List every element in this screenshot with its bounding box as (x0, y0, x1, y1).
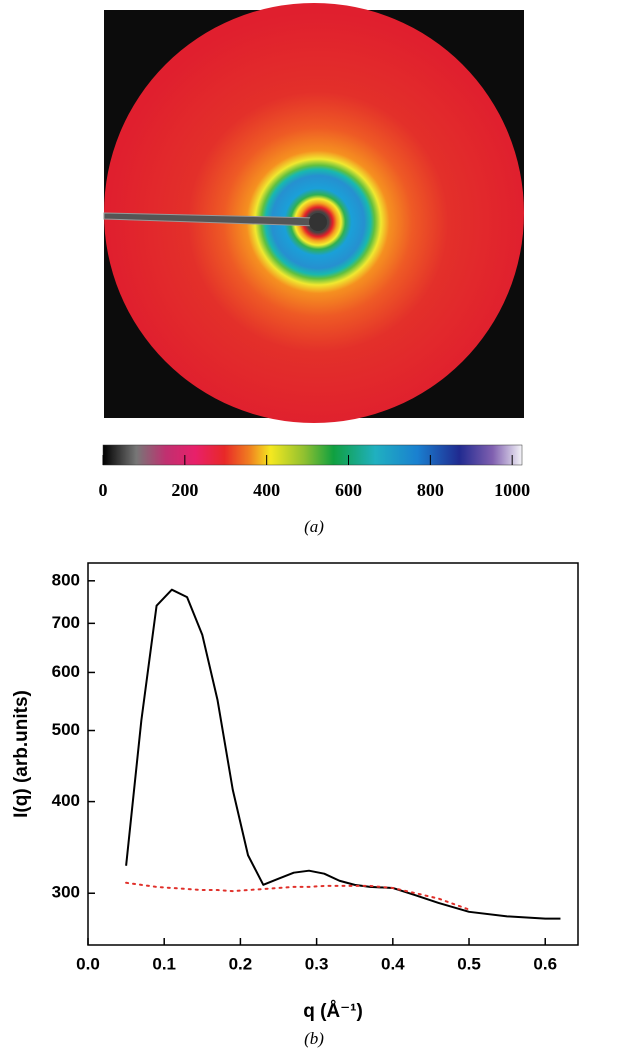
y-tick-label: 400 (52, 791, 80, 810)
scattering-pattern (104, 3, 524, 423)
y-tick-label: 700 (52, 613, 80, 632)
colorbar-tick-label: 0 (99, 480, 108, 500)
x-tick-label: 0.6 (533, 954, 557, 973)
x-tick-label: 0.4 (381, 954, 405, 973)
x-tick-label: 0.2 (229, 954, 253, 973)
y-tick-label: 500 (52, 720, 80, 739)
beam-stop-center (309, 213, 327, 231)
x-tick-label: 0.5 (457, 954, 481, 973)
data-line (125, 588, 561, 920)
x-tick-label: 0.3 (305, 954, 329, 973)
colorbar (102, 444, 523, 466)
data-line (125, 881, 471, 911)
x-tick-label: 0.0 (76, 954, 100, 973)
x-tick-label: 0.1 (152, 954, 176, 973)
y-tick-label: 600 (52, 662, 80, 681)
caption: (b) (304, 1029, 324, 1048)
colorbar-tick-label: 1000 (494, 480, 530, 500)
colorbar-tick-label: 200 (171, 480, 198, 500)
colorbar-tick-label: 400 (253, 480, 280, 500)
x-axis-label: q (Å⁻¹) (303, 1001, 363, 1022)
colorbar-tick-label: 600 (335, 480, 362, 500)
y-tick-label: 800 (52, 570, 80, 589)
y-tick-label: 300 (52, 883, 80, 902)
plot-frame (87, 562, 579, 946)
y-axis-label: I(q) (arb.units) (11, 690, 32, 818)
caption: (a) (304, 517, 324, 536)
colorbar-tick-label: 800 (417, 480, 444, 500)
